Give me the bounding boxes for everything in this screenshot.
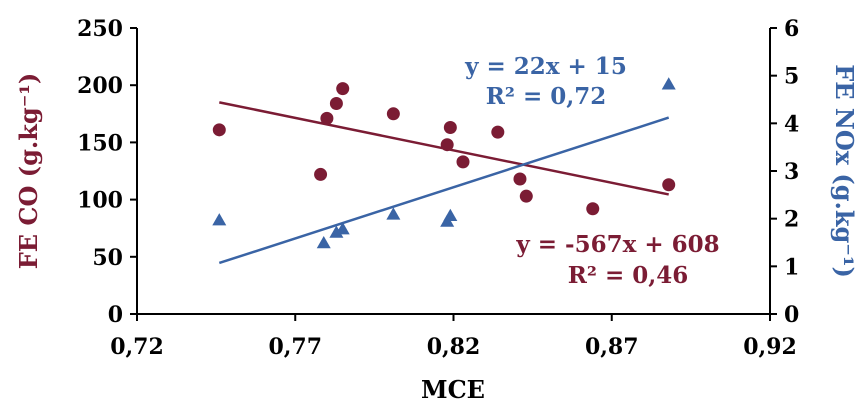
co-point	[386, 107, 400, 121]
nox-point	[212, 213, 227, 226]
co-point	[329, 97, 343, 111]
y-left-tick-label: 200	[77, 73, 123, 99]
x-axis-title: MCE	[421, 375, 485, 404]
y-right-tick-label: 5	[784, 64, 799, 90]
nox-trendline	[218, 116, 670, 265]
y-right-tick-label: 1	[784, 254, 799, 280]
nox-r2: R² = 0,72	[486, 83, 607, 110]
co-point	[491, 125, 505, 139]
y-left-tick-label: 100	[77, 188, 123, 214]
co-point	[456, 155, 470, 169]
co-equation: y = -567x + 608	[515, 231, 719, 258]
y-left-tick-label: 50	[92, 245, 123, 271]
y-right-tick-label: 4	[784, 111, 799, 137]
co-point	[314, 167, 328, 181]
co-point	[212, 123, 226, 137]
co-r2: R² = 0,46	[568, 262, 689, 289]
nox-point	[443, 208, 458, 222]
data-points	[212, 77, 676, 249]
co-point	[320, 111, 334, 125]
x-tick-label: 0,87	[585, 334, 639, 360]
x-tick-label: 0,77	[268, 334, 322, 360]
y-left-tick-label: 150	[77, 130, 123, 156]
y-right-tick-label: 2	[784, 207, 799, 233]
co-point	[443, 121, 457, 135]
x-tick-label: 0,92	[743, 334, 797, 360]
nox-point	[329, 225, 344, 238]
y-right-tick-label: 0	[784, 302, 799, 328]
co-point	[586, 202, 600, 216]
nox-point	[386, 207, 401, 220]
y-left-tick-label: 250	[77, 16, 123, 42]
y-axis-right-title: FE NOx (g.kg⁻¹)	[830, 64, 859, 278]
y-axis-left-title: FE CO (g.kg⁻¹)	[14, 73, 43, 270]
nox-point	[335, 222, 350, 235]
co-point	[519, 189, 533, 203]
x-tick-label: 0,72	[110, 334, 164, 360]
y-right-tick-label: 6	[784, 16, 799, 42]
y-left-tick-label: 0	[108, 302, 123, 328]
co-point	[662, 178, 676, 192]
x-tick-label: 0,82	[427, 334, 481, 360]
tick-labels: 0,72 0,77 0,82 0,87 0,92 0 50 100 150 200 250 0 1 2 3 4…	[77, 16, 799, 360]
co-point	[513, 172, 527, 186]
co-point	[336, 82, 350, 96]
y-right-tick-label: 3	[784, 159, 799, 185]
nox-point	[316, 235, 331, 249]
co-point	[440, 138, 454, 152]
nox-equation: y = 22x + 15	[464, 53, 627, 80]
tick-marks	[130, 27, 777, 321]
nox-point	[661, 77, 676, 90]
